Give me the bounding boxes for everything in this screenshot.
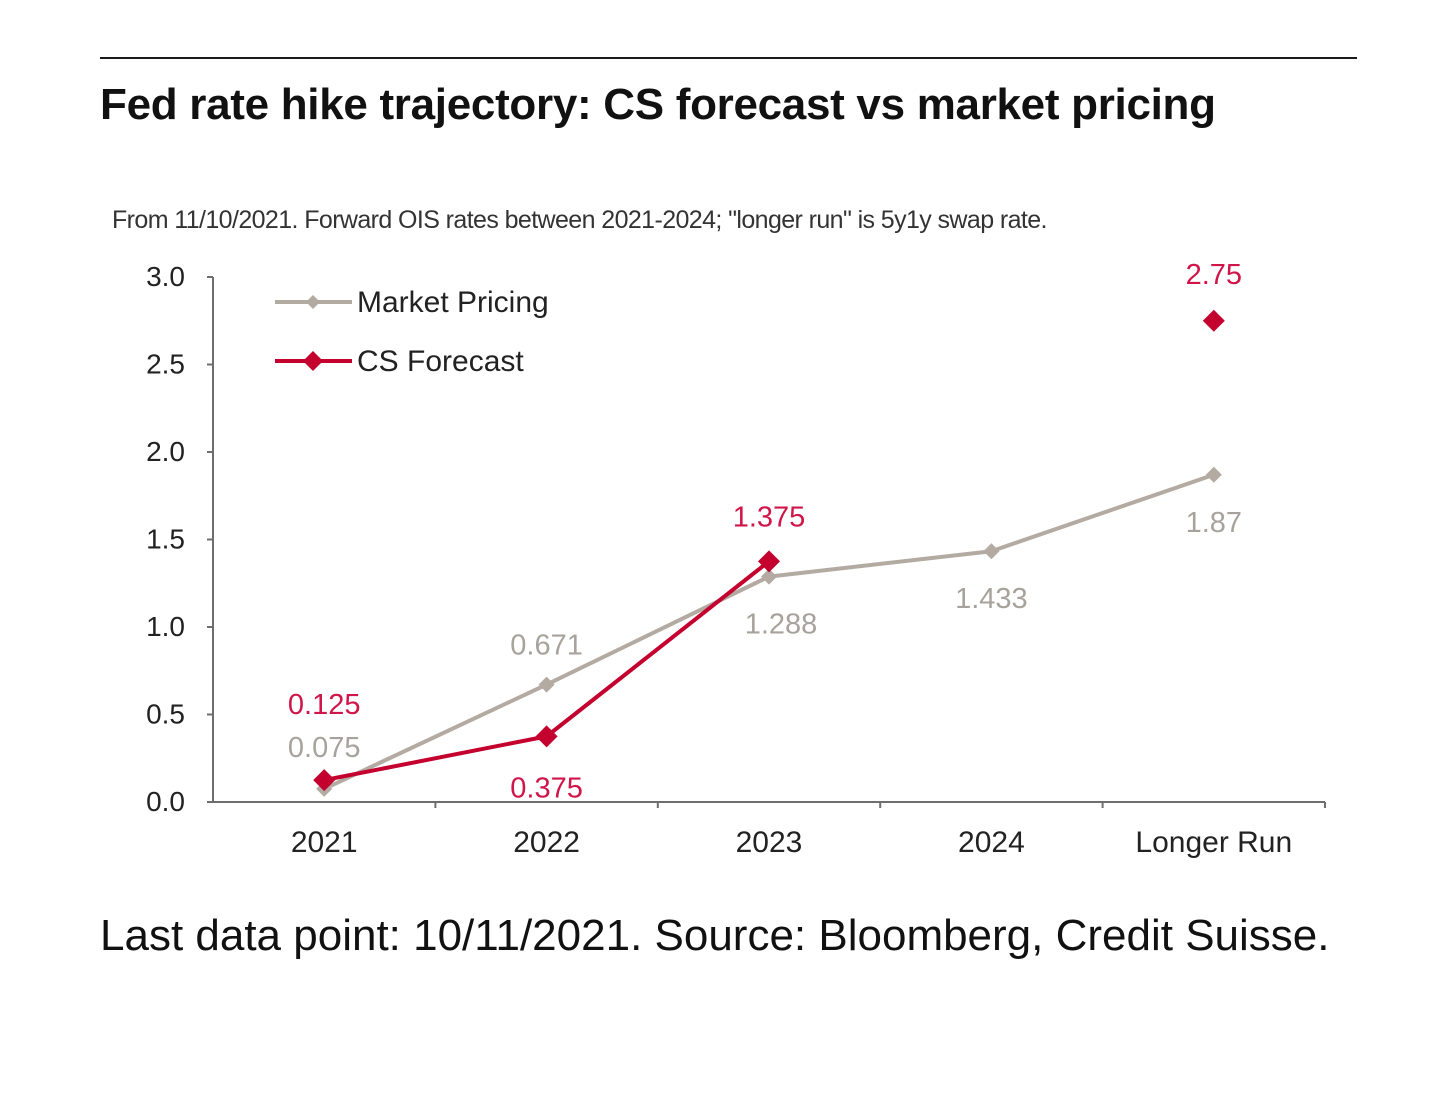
top-rule bbox=[100, 57, 1357, 59]
chart-container: From 11/10/2021. Forward OIS rates betwe… bbox=[0, 190, 1456, 880]
y-tick-label: 3.0 bbox=[146, 261, 185, 292]
data-point bbox=[758, 550, 780, 573]
x-tick-label: 2021 bbox=[291, 826, 358, 859]
data-point bbox=[538, 676, 555, 693]
y-tick-label: 0.5 bbox=[146, 699, 185, 730]
data-label: 0.125 bbox=[288, 689, 361, 721]
legend-marker bbox=[303, 351, 323, 371]
data-label: 1.288 bbox=[745, 609, 818, 641]
chart-subtitle: From 11/10/2021. Forward OIS rates betwe… bbox=[112, 206, 1047, 234]
y-tick-label: 1.0 bbox=[146, 611, 185, 642]
y-tick-label: 2.0 bbox=[146, 436, 185, 467]
data-point bbox=[983, 543, 1000, 560]
x-tick-label: 2023 bbox=[736, 826, 803, 859]
data-label: 0.375 bbox=[510, 772, 583, 804]
data-label: 0.075 bbox=[288, 732, 361, 764]
y-tick-label: 0.0 bbox=[146, 786, 185, 817]
data-point bbox=[535, 725, 558, 748]
data-label: 1.433 bbox=[955, 583, 1028, 615]
legend-marker bbox=[306, 295, 320, 309]
data-point bbox=[761, 568, 777, 585]
y-tick-label: 1.5 bbox=[146, 524, 185, 555]
legend-label: Market Pricing bbox=[357, 286, 549, 319]
data-point bbox=[1202, 309, 1225, 332]
axes: 0.0 0.5 1.0 1.5 2.0 2.5 3.0 2021 2022 2023 2024 Lon… bbox=[146, 261, 1326, 859]
data-label: 1.375 bbox=[733, 501, 806, 533]
series-markers bbox=[313, 309, 1225, 797]
data-label: 2.75 bbox=[1186, 259, 1242, 291]
chart-title: Fed rate hike trajectory: CS forecast vs… bbox=[100, 80, 1216, 129]
x-tick-label: 2024 bbox=[958, 826, 1025, 859]
data-labels: 0.075 0.671 1.288 1.433 1.87 0.125 0.375 1.375 2… bbox=[288, 259, 1242, 805]
legend-label: CS Forecast bbox=[357, 345, 524, 378]
data-point bbox=[313, 769, 336, 792]
data-point bbox=[1205, 466, 1222, 483]
data-label: 1.87 bbox=[1186, 507, 1242, 539]
x-tick-label: 2022 bbox=[513, 826, 580, 859]
line-chart: From 11/10/2021. Forward OIS rates betwe… bbox=[112, 206, 1326, 859]
y-tick-label: 2.5 bbox=[146, 349, 185, 380]
legend: Market Pricing CS Forecast bbox=[275, 286, 549, 378]
x-tick-label: Longer Run bbox=[1135, 826, 1292, 859]
data-label: 0.671 bbox=[510, 630, 583, 662]
source-caption: Last data point: 10/11/2021. Source: Blo… bbox=[100, 911, 1330, 960]
